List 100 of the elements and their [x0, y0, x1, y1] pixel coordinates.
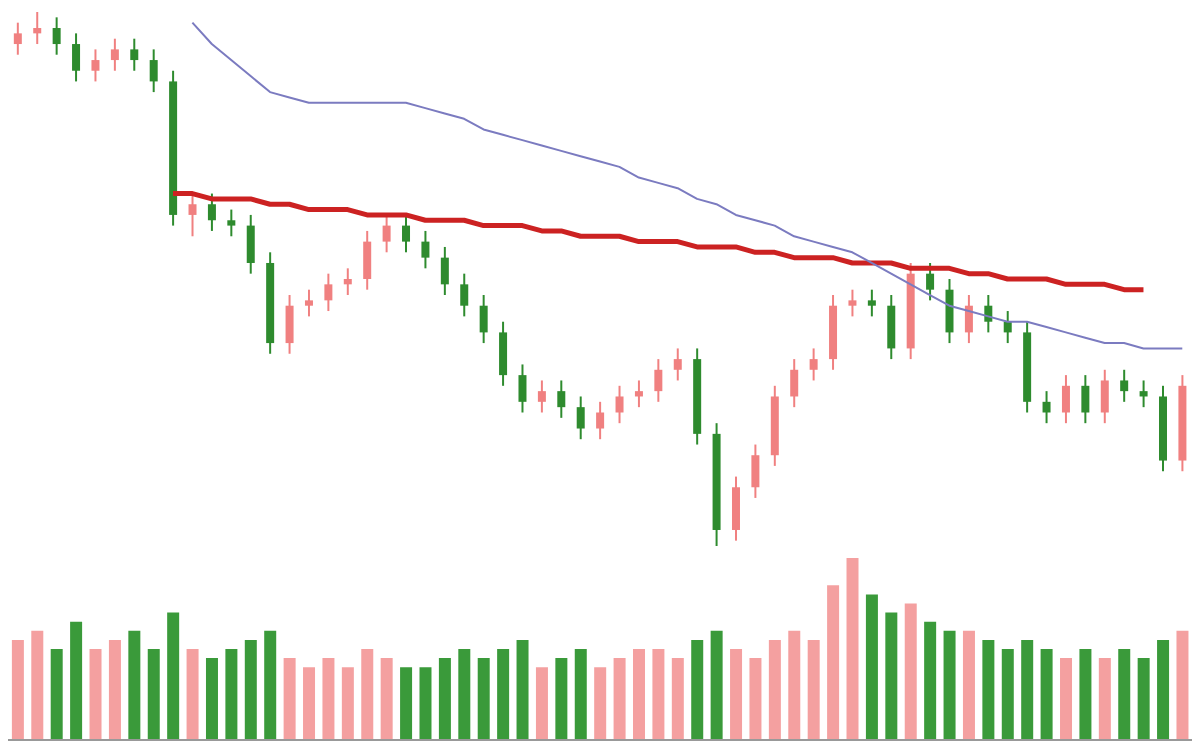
bar: [128, 630, 141, 740]
candlestick: [479, 294, 488, 345]
bar: [535, 667, 548, 740]
candlestick: [149, 48, 158, 94]
bar: [1176, 630, 1189, 740]
bar: [225, 649, 238, 740]
candlestick: [867, 288, 876, 318]
candlestick: [790, 358, 799, 409]
candlestick: [227, 208, 236, 238]
candlestick: [848, 288, 857, 318]
candlestick: [91, 48, 100, 83]
bar: [924, 621, 937, 740]
candlestick: [421, 229, 430, 270]
candlestick: [926, 261, 935, 302]
candlestick: [673, 347, 682, 382]
candlestick: [1042, 390, 1051, 425]
bar: [31, 630, 44, 740]
bar: [749, 658, 762, 740]
bar: [1001, 649, 1014, 740]
candlestick: [52, 16, 61, 56]
bar: [108, 639, 121, 740]
bar: [865, 594, 878, 740]
bar: [458, 649, 471, 740]
bar: [943, 630, 956, 740]
bar: [827, 585, 840, 740]
bar: [574, 649, 587, 740]
candlestick: [596, 400, 605, 441]
candlestick: [382, 213, 391, 254]
bar: [1157, 639, 1170, 740]
bar: [477, 658, 490, 740]
bar: [380, 658, 393, 740]
candlestick: [363, 229, 372, 291]
bar: [904, 603, 917, 740]
bar: [205, 658, 218, 740]
candlestick: [634, 379, 643, 409]
bar: [788, 630, 801, 740]
candlestick: [402, 213, 411, 254]
bar: [283, 658, 296, 740]
bar: [633, 649, 645, 740]
bar: [167, 612, 180, 740]
bar: [322, 658, 335, 740]
candlestick: [1139, 379, 1148, 409]
bar: [264, 630, 277, 740]
candlestick: [304, 288, 313, 318]
bar: [885, 612, 898, 740]
candlestick: [188, 192, 197, 238]
bar: [438, 658, 451, 740]
bar: [1118, 649, 1131, 740]
candlestick: [13, 21, 22, 56]
candlestick: [518, 363, 527, 414]
candlestick: [1061, 374, 1070, 425]
candlestick: [654, 358, 663, 403]
bar: [652, 649, 665, 740]
candlestick: [207, 192, 216, 232]
candlestick: [343, 267, 352, 297]
candlestick: [1120, 368, 1129, 403]
bar: [982, 639, 995, 740]
bar: [671, 658, 684, 740]
bar: [497, 649, 510, 740]
candlestick: [285, 294, 294, 355]
bar: [50, 649, 63, 740]
bar: [594, 667, 607, 740]
bar: [730, 649, 743, 740]
bar: [361, 649, 374, 740]
candlestick: [615, 384, 624, 425]
candlestick: [1100, 368, 1109, 425]
candlestick: [324, 272, 333, 313]
bar: [768, 639, 781, 740]
bar: [516, 639, 529, 740]
candlestick: [246, 213, 255, 275]
candlestick: [576, 395, 585, 441]
bar: [555, 658, 568, 740]
bar: [70, 621, 83, 740]
bar: [147, 649, 160, 740]
candlestick: [537, 379, 546, 414]
candlestick: [731, 475, 740, 542]
candlestick: [945, 278, 954, 345]
bar: [400, 667, 413, 740]
bar: [244, 639, 257, 740]
bar: [303, 667, 316, 740]
bar: [613, 658, 626, 740]
candlestick: [751, 443, 760, 499]
candlestick: [33, 12, 42, 46]
candlestick: [1081, 374, 1090, 425]
candlestick: [110, 37, 119, 72]
candlestick: [72, 32, 81, 83]
bar: [691, 639, 704, 740]
bar: [1137, 658, 1150, 740]
bar: [1021, 639, 1034, 740]
candlestick: [130, 37, 139, 72]
bar: [1060, 658, 1073, 740]
bar: [11, 639, 24, 740]
candlestick: [440, 245, 449, 297]
candlestick: [557, 379, 566, 419]
bar: [341, 667, 354, 740]
bar: [89, 649, 102, 740]
candlestick: [460, 272, 469, 318]
bar: [807, 639, 820, 740]
bar: [1079, 649, 1092, 740]
bar: [962, 630, 975, 740]
